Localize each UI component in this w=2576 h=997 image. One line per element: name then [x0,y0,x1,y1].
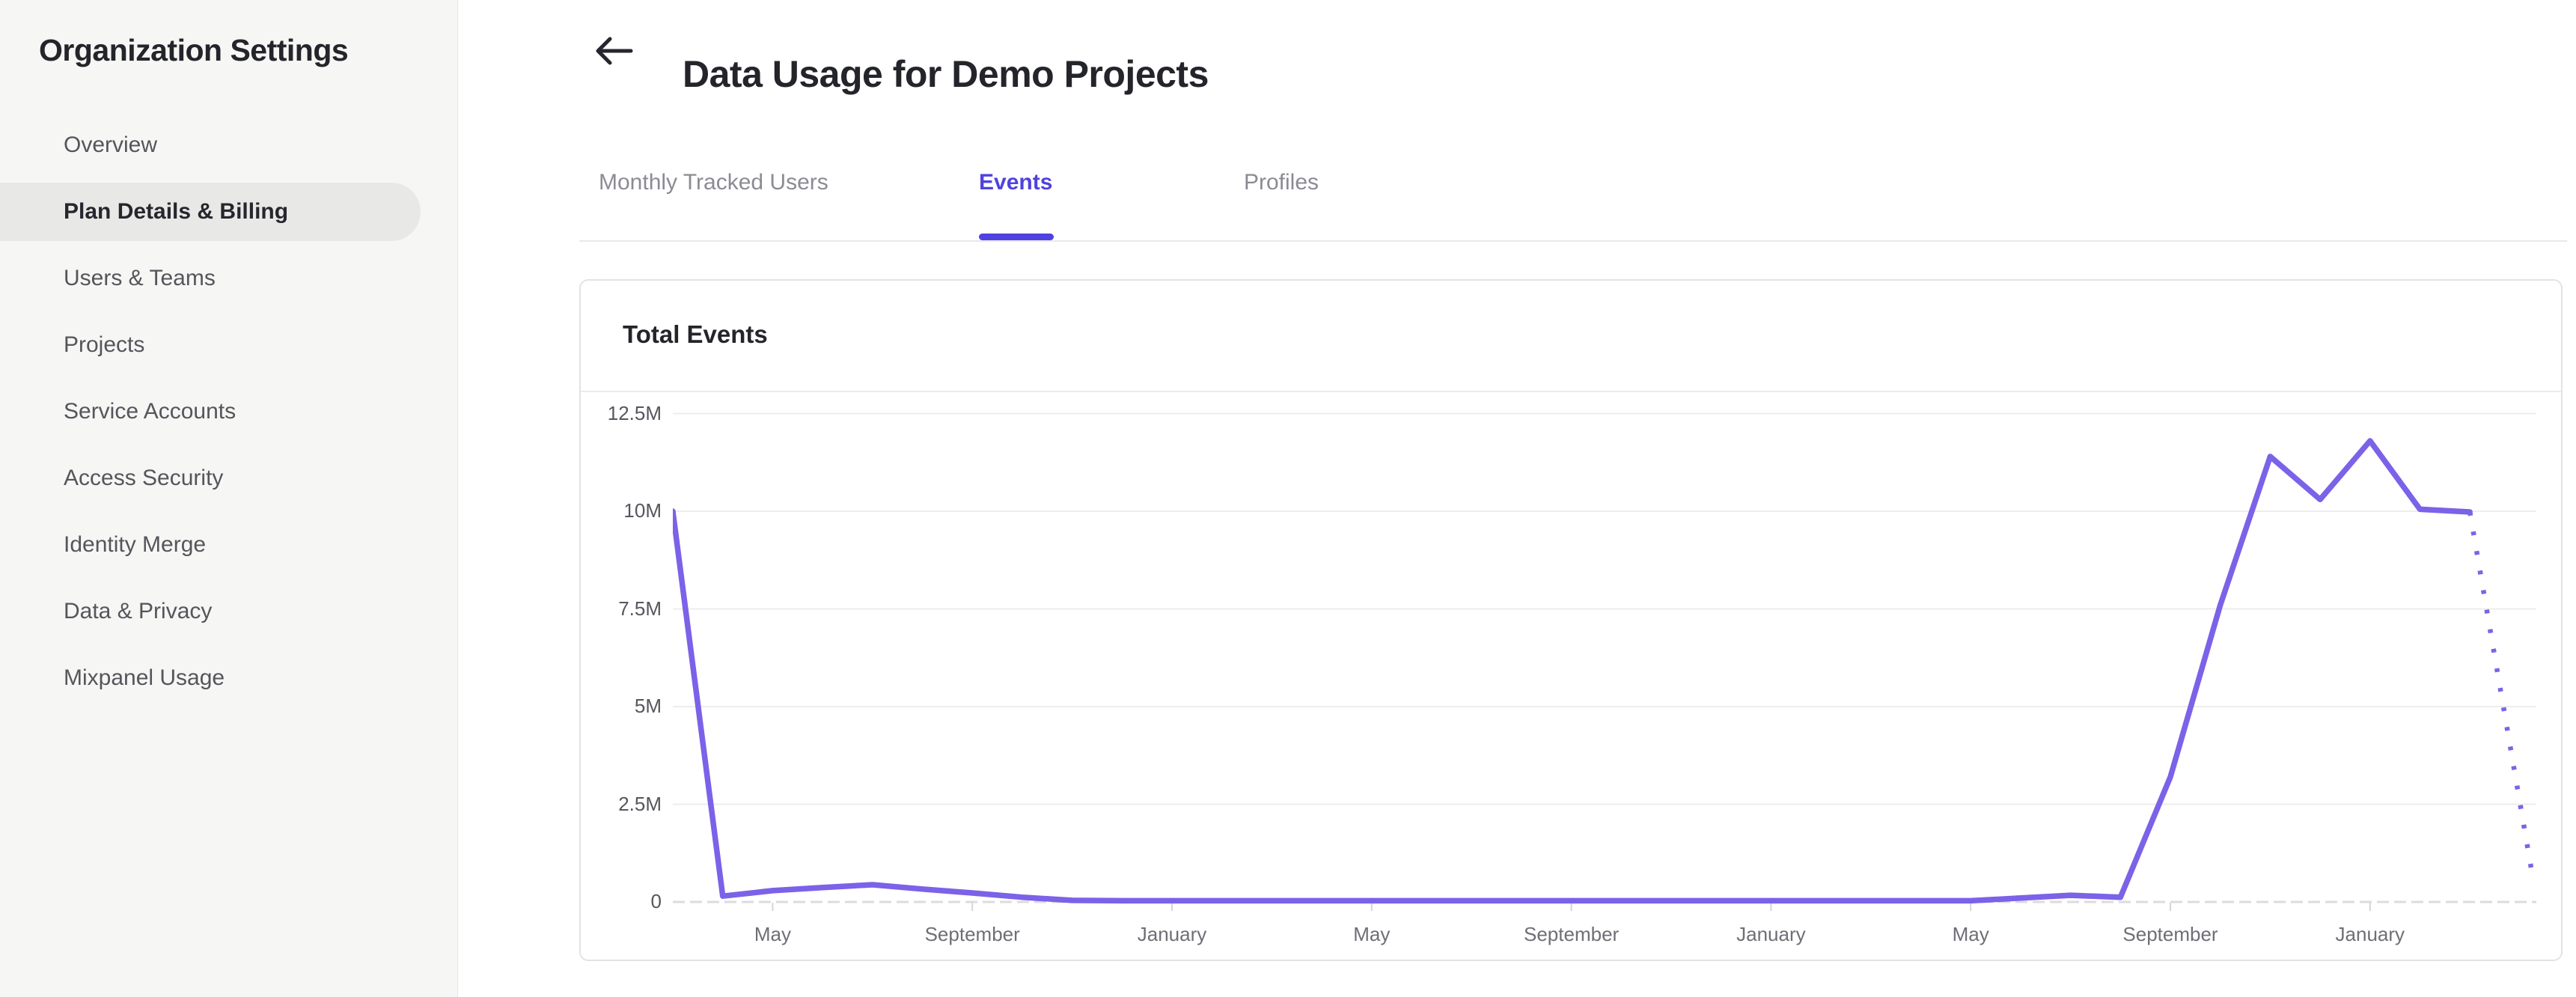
back-button[interactable] [590,28,638,73]
sidebar-item-label: Users & Teams [64,265,216,290]
tab-monthly-tracked-users[interactable]: Monthly Tracked Users [599,170,828,195]
tab-profiles[interactable]: Profiles [1244,170,1319,195]
events-line-chart [673,412,2536,911]
x-axis-label: May [1353,923,1391,945]
sidebar-item-access-security[interactable]: Access Security [0,445,458,511]
sidebar-item-users-teams[interactable]: Users & Teams [0,245,458,311]
tab-events[interactable]: Events [979,170,1053,195]
back-arrow-icon [596,37,633,65]
x-axis-label: September [924,923,1020,945]
x-axis-label: September [1524,923,1620,945]
sidebar-item-data-privacy[interactable]: Data & Privacy [0,578,458,644]
x-axis-label: September [2122,923,2218,945]
sidebar-item-projects[interactable]: Projects [0,311,458,378]
y-axis-label-0: 0 [650,890,662,912]
sidebar-item-service-accounts[interactable]: Service Accounts [0,378,458,445]
x-axis-label: May [1952,923,1989,945]
sidebar-item-plan-details-billing[interactable]: Plan Details & Billing [0,182,421,241]
sidebar: Organization Settings Overview Plan Detai… [0,0,458,997]
sidebar-item-identity-merge[interactable]: Identity Merge [0,511,458,578]
x-axis-label: January [1736,923,1806,945]
sidebar-nav: Overview Plan Details & Billing Users & Te… [0,112,458,711]
sidebar-item-label: Data & Privacy [64,598,213,623]
total-events-line [673,438,2473,904]
card-title: Total Events [623,320,768,348]
y-axis-label-7.5M: 7.5M [618,597,662,620]
y-axis-label-10M: 10M [623,499,662,522]
y-axis-label-12.5M: 12.5M [607,401,662,424]
y-axis-label-2.5M: 2.5M [618,792,662,815]
sidebar-item-label: Service Accounts [64,398,236,424]
sidebar-item-label: Mixpanel Usage [64,665,225,690]
sidebar-item-label: Access Security [64,465,224,490]
x-axis-label: January [1137,923,1207,945]
sidebar-item-label: Overview [64,132,158,157]
sidebar-item-overview[interactable]: Overview [0,112,458,178]
active-tab-underline [979,234,1054,240]
page-title: Data Usage for Demo Projects [683,52,1209,95]
total-events-card [579,279,2563,961]
sidebar-item-label: Projects [64,332,145,357]
y-axis-label-5M: 5M [634,695,662,717]
sidebar-item-label: Identity Merge [64,531,207,557]
sidebar-item-mixpanel-usage[interactable]: Mixpanel Usage [0,644,458,711]
tabbar-bottom-border [579,240,2567,242]
projected-dotted-line [2467,511,2535,876]
sidebar-title: Organization Settings [39,33,349,67]
x-axis-label: May [754,923,791,945]
x-axis-label: January [2335,923,2405,945]
sidebar-item-label: Plan Details & Billing [64,198,289,224]
card-title-divider [581,391,2561,392]
